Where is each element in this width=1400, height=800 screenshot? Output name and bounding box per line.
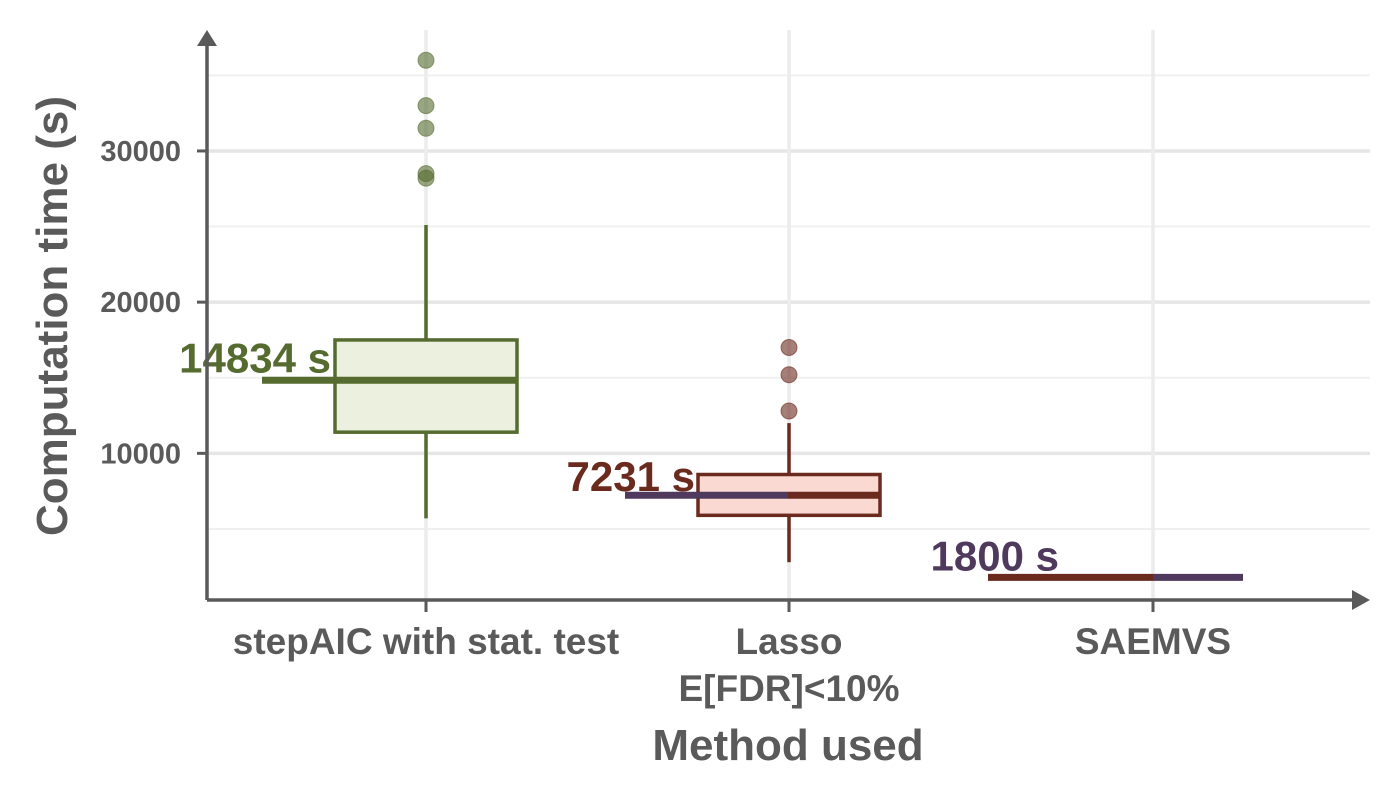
y-tick-label: 20000	[100, 287, 181, 319]
y-axis-title: Computation time (s)	[28, 96, 77, 536]
x-tick-label: SAEMVS	[1075, 621, 1231, 662]
y-tick-label: 30000	[100, 136, 181, 168]
plot-area: 14834 s 7231 s 1800 s	[179, 51, 1243, 581]
x-axis-title: Method used	[652, 721, 923, 770]
value-annotation: 14834 s	[179, 334, 331, 381]
outlier-point	[417, 97, 435, 115]
outlier-point	[417, 51, 435, 69]
axes: 10000 20000 30000 stepAIC with stat. test La…	[100, 30, 1370, 709]
outlier-point	[417, 169, 435, 187]
y-tick-label: 10000	[100, 438, 181, 470]
box	[333, 338, 519, 434]
value-annotation: 7231 s	[567, 453, 695, 500]
x-tick-label: Lasso	[736, 621, 843, 662]
value-annotation: 1800 s	[931, 532, 1059, 579]
outlier-point	[780, 402, 798, 420]
outlier-point	[780, 339, 798, 357]
x-tick-label: stepAIC with stat. test	[233, 621, 620, 662]
outlier-point	[780, 366, 798, 384]
x-tick-label: E[FDR]<10%	[678, 668, 899, 709]
x-axis-arrow	[1352, 590, 1370, 610]
outlier-point	[417, 119, 435, 137]
y-axis-arrow	[197, 30, 217, 46]
